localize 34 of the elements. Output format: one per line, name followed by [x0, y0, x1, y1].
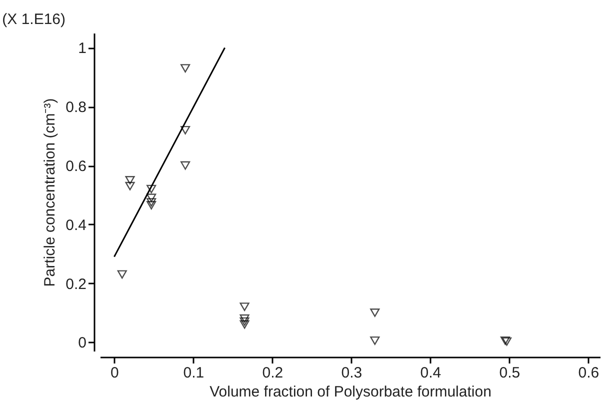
text: (X 1.E16)	[2, 11, 66, 28]
point	[240, 302, 250, 312]
point	[240, 317, 250, 326]
x-axis-title: Volume fraction of Polysorbate formulation	[210, 384, 492, 400]
y-tick-label: 0.8	[66, 99, 86, 116]
y-tick-label: 0.4	[66, 216, 86, 234]
x-tick-label: 0.1	[183, 364, 204, 382]
y-tick-label: 0.6	[66, 158, 86, 175]
y-axis-title: Particle concentration (cm⁻³)	[42, 98, 59, 287]
point	[180, 64, 190, 73]
point	[370, 308, 380, 317]
x-tick-label: 0.5	[499, 364, 520, 382]
point	[240, 320, 250, 329]
point	[125, 176, 135, 184]
point	[502, 337, 512, 346]
point	[180, 126, 190, 134]
point	[180, 161, 190, 170]
point	[146, 198, 156, 207]
point	[117, 270, 127, 279]
point	[125, 182, 135, 190]
y-tick-label: 0	[78, 334, 86, 352]
point	[146, 194, 156, 202]
x-tick-label: 0	[110, 364, 119, 382]
point	[240, 314, 250, 323]
point	[370, 336, 380, 345]
point	[146, 201, 156, 210]
y-tick-label: 0.2	[66, 276, 86, 293]
x-tick-label: 0.4	[420, 364, 442, 382]
x-tick-label: 0.3	[341, 364, 362, 382]
point	[500, 336, 510, 345]
y-tick-label: 1	[78, 40, 86, 58]
x-tick-label: 0.2	[262, 364, 284, 382]
point	[146, 184, 156, 194]
x-tick-label: 0.6	[578, 364, 600, 382]
